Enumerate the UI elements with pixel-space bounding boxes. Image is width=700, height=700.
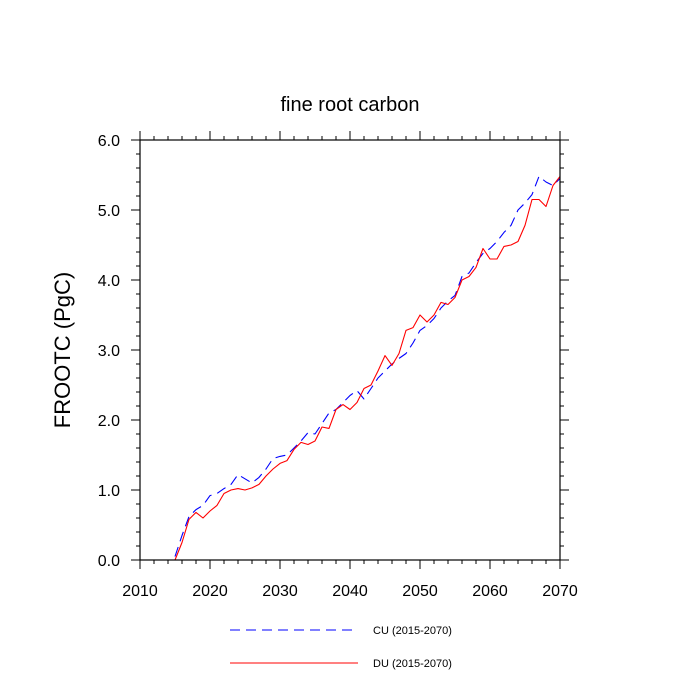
chart-title: fine root carbon [281,94,420,116]
legend: CU (2015-2070) DU (2015-2070) [230,625,452,670]
x-tick-labels: 2010 2020 2030 2040 2050 2060 2070 [122,583,578,600]
y-tick-label: 2.0 [98,413,120,430]
y-tick-label: 1.0 [98,483,120,500]
series-layer [174,175,561,561]
y-tick-label: 6.0 [98,133,120,150]
y-tick-label: 4.0 [98,273,120,290]
y-tick-label: 5.0 [98,203,120,220]
y-tick-labels: 0.0 1.0 2.0 3.0 4.0 5.0 6.0 [98,133,120,570]
legend-label-cu: CU (2015-2070) [373,625,452,637]
x-tick-label: 2020 [192,583,228,600]
x-tick-label: 2050 [402,583,438,600]
legend-label-du: DU (2015-2070) [373,658,452,670]
x-tick-label: 2070 [542,583,578,600]
plot-frame [139,139,561,561]
x-tick-label: 2030 [262,583,298,600]
x-tick-label: 2060 [472,583,508,600]
x-tick-label: 2040 [332,583,368,600]
y-tick-label: 0.0 [98,553,120,570]
y-tick-label: 3.0 [98,343,120,360]
series-line-1 [174,176,561,561]
tick-layer [131,131,569,569]
series-line-0 [174,175,561,557]
x-tick-label: 2010 [122,583,158,600]
y-axis-label: FROOTC (PgC) [50,272,75,428]
